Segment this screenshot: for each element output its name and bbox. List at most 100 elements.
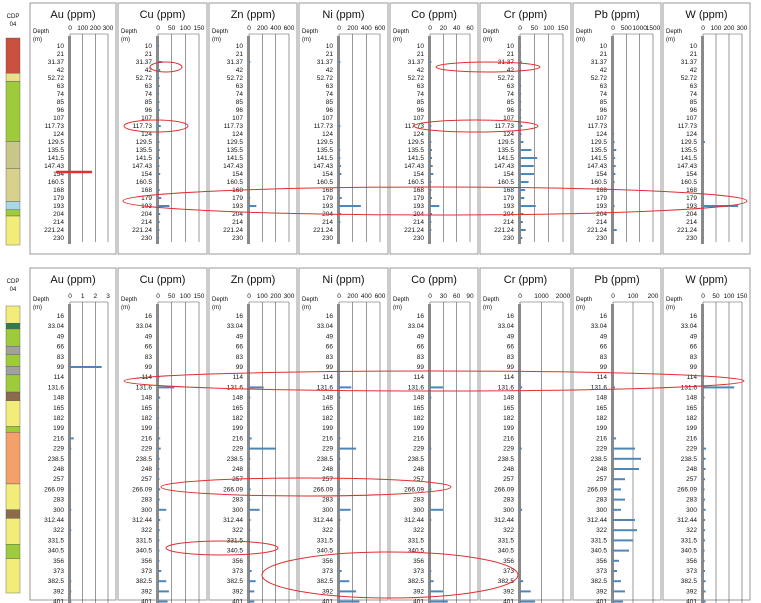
data-bar <box>613 205 615 207</box>
depth-tick-label: 49 <box>690 333 698 340</box>
depth-tick-label: 49 <box>236 333 244 340</box>
depth-tick-label: 33.04 <box>408 323 425 330</box>
depth-tick-label: 16 <box>145 313 153 320</box>
value-tick-label: 60 <box>466 25 474 32</box>
value-tick-label: 200 <box>347 25 358 32</box>
data-bar <box>613 519 635 521</box>
depth-tick-label: 283 <box>503 497 514 504</box>
depth-tick-label: 248 <box>596 466 607 473</box>
panel-frame <box>298 2 389 255</box>
depth-tick-label: 135.5 <box>48 147 65 154</box>
depth-tick-label: 16 <box>417 313 425 320</box>
data-bar <box>613 600 623 603</box>
data-bar <box>703 600 706 603</box>
data-bar <box>520 165 534 167</box>
data-bar <box>339 205 361 207</box>
data-bar <box>158 580 167 583</box>
data-bar <box>249 580 256 583</box>
depth-axis-label: Depth <box>393 297 409 303</box>
panel-title: Ni (ppm) <box>322 9 364 21</box>
data-bar <box>339 366 340 368</box>
depth-tick-label: 266.09 <box>494 486 514 493</box>
data-bar <box>703 197 705 199</box>
data-bar <box>430 133 431 135</box>
chart-section-2: CDP 04 Au (ppm) Depth (m) 16 33.04 49 66 83 99 114 1… <box>5 267 751 603</box>
depth-tick-label: 199 <box>503 425 514 432</box>
depth-tick-label: 356 <box>232 558 243 565</box>
data-bar <box>249 488 251 491</box>
data-bar <box>158 437 161 440</box>
data-bar <box>613 488 621 491</box>
data-bar <box>339 600 360 603</box>
depth-tick-label: 85 <box>417 99 425 106</box>
data-bar <box>249 447 276 450</box>
depth-tick-label: 182 <box>596 415 607 422</box>
depth-tick-label: 168 <box>503 187 514 194</box>
data-bar <box>339 345 340 348</box>
data-bar <box>158 386 175 389</box>
data-bar <box>249 406 250 409</box>
depth-tick-label: 331.5 <box>48 537 65 544</box>
data-bar <box>703 61 704 63</box>
depth-tick-label: 266.09 <box>223 486 243 493</box>
depth-tick-label: 141.5 <box>681 155 698 162</box>
depth-tick-label: 401 <box>686 599 697 603</box>
depth-tick-label: 117.73 <box>495 123 515 130</box>
depth-tick-label: 160.5 <box>498 179 515 186</box>
depth-axis-label: (m) <box>33 37 42 43</box>
depth-tick-label: 382.5 <box>48 578 65 585</box>
depth-tick-label: 230 <box>141 235 152 242</box>
data-bar <box>520 386 523 389</box>
depth-tick-label: 147.43 <box>404 163 424 170</box>
core-log-segment <box>5 215 21 246</box>
value-tick-label: 300 <box>284 293 295 300</box>
value-tick-label: 100 <box>724 293 735 300</box>
depth-tick-label: 21 <box>57 51 65 58</box>
data-bar <box>249 315 250 317</box>
depth-axis-label: (m) <box>212 37 221 43</box>
data-bar <box>703 345 704 348</box>
data-bar <box>430 221 432 223</box>
data-bar <box>339 427 340 430</box>
depth-tick-label: 182 <box>53 415 64 422</box>
data-bar <box>158 165 160 167</box>
depth-tick-label: 373 <box>322 568 333 575</box>
data-bar <box>430 508 444 511</box>
depth-axis-label: (m) <box>393 305 402 311</box>
data-bar <box>158 109 160 111</box>
depth-tick-label: 117.73 <box>45 123 65 130</box>
depth-tick-label: 165 <box>141 405 152 412</box>
depth-tick-label: 221.24 <box>587 227 607 234</box>
data-bar <box>613 335 614 338</box>
data-bar <box>339 488 341 491</box>
core-log-segment <box>5 141 21 169</box>
depth-tick-label: 392 <box>503 588 514 595</box>
depth-tick-label: 114 <box>414 374 425 381</box>
depth-tick-label: 257 <box>596 476 607 483</box>
depth-tick-label: 340.5 <box>408 548 425 555</box>
data-bar <box>249 519 251 521</box>
depth-tick-label: 42 <box>417 67 425 74</box>
data-bar <box>249 570 252 572</box>
data-bar <box>613 478 625 481</box>
depth-tick-label: 10 <box>326 43 334 50</box>
depth-tick-label: 168 <box>596 187 607 194</box>
data-bar <box>158 345 159 348</box>
depth-tick-label: 401 <box>141 599 152 603</box>
depth-tick-label: 257 <box>686 476 697 483</box>
data-bar <box>703 406 704 409</box>
data-bar <box>249 229 250 231</box>
depth-tick-label: 214 <box>413 219 424 226</box>
data-bar <box>430 237 431 239</box>
data-bar <box>430 437 431 440</box>
depth-axis-label: Depth <box>302 29 318 35</box>
depth-tick-label: 382.5 <box>498 578 515 585</box>
depth-tick-label: 147.43 <box>677 163 697 170</box>
value-tick-label: 0 <box>337 293 341 300</box>
depth-tick-label: 340.5 <box>681 548 698 555</box>
depth-tick-label: 356 <box>53 558 64 565</box>
value-tick-label: 400 <box>361 25 372 32</box>
depth-tick-label: 117.73 <box>588 123 608 130</box>
depth-tick-label: 204 <box>232 211 243 218</box>
depth-tick-label: 85 <box>507 99 515 106</box>
